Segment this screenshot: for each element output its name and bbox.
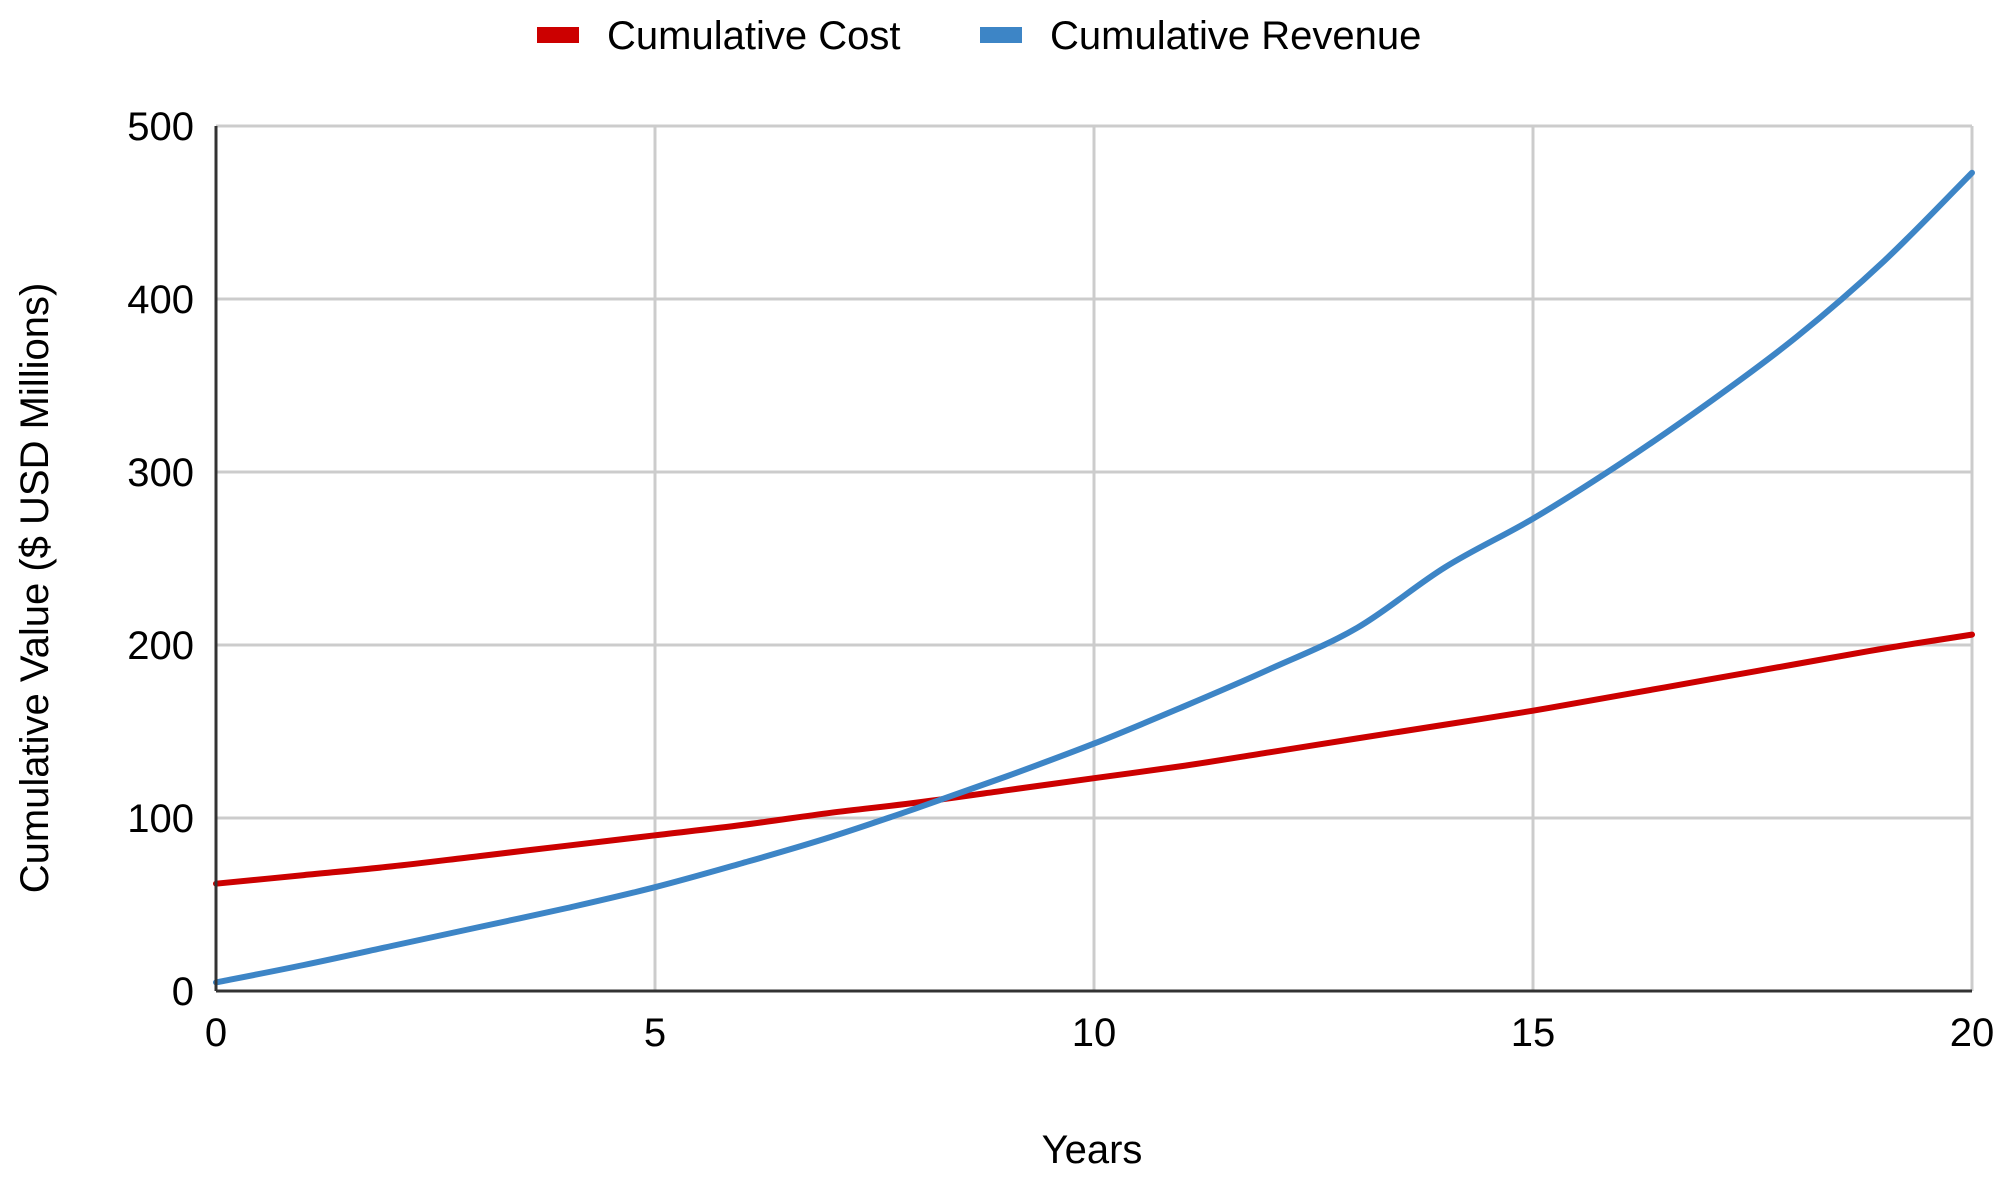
y-tick-label: 400 [127, 278, 194, 322]
tick-labels: 0 100 200 300 400 500 0 5 10 15 20 [127, 105, 1994, 1055]
axes [214, 126, 1972, 993]
y-tick-label: 100 [127, 797, 194, 841]
y-tick-label: 500 [127, 105, 194, 149]
gridlines [216, 124, 1974, 991]
x-axis-title: Years [1042, 1128, 1143, 1172]
y-tick-label: 0 [172, 970, 194, 1014]
x-tick-label: 5 [644, 1011, 666, 1055]
x-tick-label: 15 [1511, 1011, 1556, 1055]
series-lines [213, 169, 1975, 986]
series-line-cumulative-cost [213, 631, 1975, 887]
x-tick-label: 10 [1072, 1011, 1117, 1055]
y-tick-label: 200 [127, 624, 194, 668]
legend-swatch-cumulative-cost [537, 27, 579, 43]
legend-swatch-cumulative-revenue [980, 27, 1022, 43]
y-axis-title: Cumulative Value ($ USD Millions) [13, 283, 57, 894]
legend-label-cumulative-cost: Cumulative Cost [607, 14, 900, 58]
x-tick-label: 0 [205, 1011, 227, 1055]
legend-label-cumulative-revenue: Cumulative Revenue [1050, 14, 1421, 58]
series-line-cumulative-revenue [213, 169, 1975, 986]
x-tick-label: 20 [1950, 1011, 1995, 1055]
legend: Cumulative Cost Cumulative Revenue [537, 14, 1421, 58]
y-tick-label: 300 [127, 451, 194, 495]
